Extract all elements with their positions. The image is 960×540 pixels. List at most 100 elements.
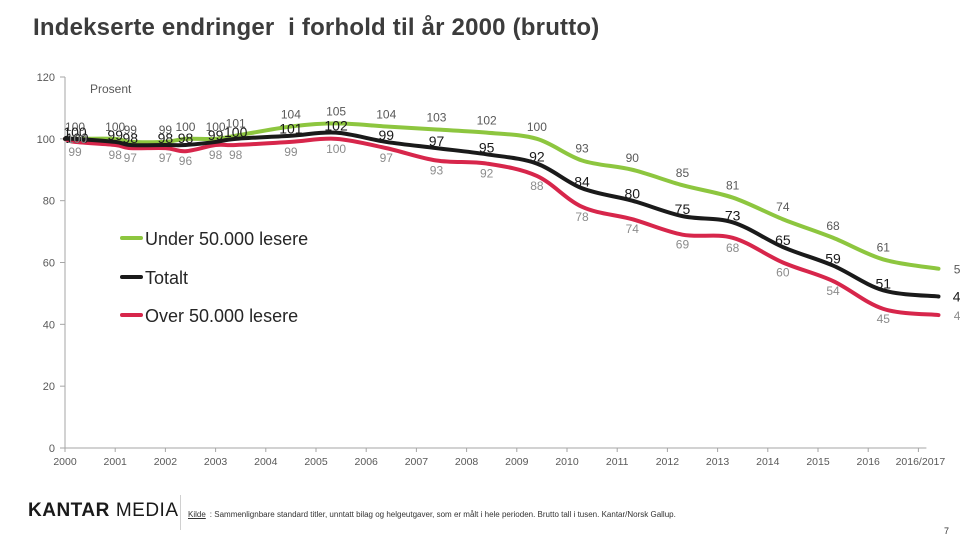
data-label-totalt: 75	[675, 201, 691, 217]
data-label-over-50-000-lesere: 69	[676, 238, 690, 252]
data-label-over-50-000-lesere: 68	[726, 241, 740, 255]
x-tick-label: 2002	[154, 456, 178, 468]
data-label-over-50-000-lesere: 96	[179, 154, 193, 168]
data-label-under-50-000-lesere: 99	[124, 123, 138, 137]
legend-label-over-50-000-lesere: Over 50.000 lesere	[145, 306, 298, 326]
data-label-under-50-000-lesere: 61	[877, 240, 891, 254]
source-note: Kilde: Sammenlignbare standard titler, u…	[188, 509, 748, 520]
data-label-totalt: 95	[479, 139, 495, 155]
data-label-totalt: 99	[107, 127, 123, 143]
line-chart: 0 20 40 60 80 100 120 2000 2001 2002 2003 2004 2005 2…	[37, 72, 960, 468]
y-tick-label: 120	[37, 72, 55, 84]
data-label-totalt: 51	[875, 275, 891, 291]
data-label-over-50-000-lesere: 97	[380, 151, 394, 165]
source-text: : Sammenlignbare standard titler, unntat…	[209, 510, 676, 519]
data-label-under-50-000-lesere: 100	[65, 120, 85, 134]
data-label-totalt: 80	[624, 186, 640, 202]
x-tick-label: 2013	[706, 456, 730, 468]
data-label-under-50-000-lesere: 100	[527, 120, 547, 134]
data-label-totalt: 59	[825, 251, 841, 267]
data-label-over-50-000-lesere: 92	[480, 167, 494, 181]
data-label-over-50-000-lesere: 74	[626, 222, 640, 236]
data-label-under-50-000-lesere: 81	[726, 179, 740, 193]
series-line-under-50-000-lesere	[63, 121, 941, 271]
data-label-under-50-000-lesere: 93	[575, 141, 589, 155]
data-label-totalt: 100	[224, 124, 248, 140]
data-label-under-50-000-lesere: 100	[67, 132, 87, 146]
x-tick-label: 2016	[857, 456, 881, 468]
data-label-under-50-000-lesere: 100	[105, 120, 125, 134]
x-tick-label: 2007	[405, 456, 429, 468]
x-tick-label: 2004	[254, 456, 278, 468]
data-label-totalt: 98	[158, 130, 174, 146]
y-tick-label: 0	[49, 443, 55, 455]
data-label-totalt: 73	[725, 207, 741, 223]
data-label-totalt: 97	[429, 133, 445, 149]
x-tick-label: 2011	[606, 456, 629, 468]
data-label-under-50-000-lesere: 101	[226, 117, 246, 131]
data-label-under-50-000-lesere: 85	[676, 166, 690, 180]
data-label-under-50-000-lesere: 102	[477, 114, 497, 128]
data-label-over-50-000-lesere: 98	[229, 148, 243, 162]
data-label-under-50-000-lesere: 100	[175, 120, 195, 134]
data-label-under-50-000-lesere: 58	[954, 263, 960, 277]
page-number: 7	[944, 526, 950, 536]
data-label-totalt: 102	[324, 118, 348, 134]
logo-kantar-text: KANTAR	[28, 500, 110, 521]
y-tick-label: 100	[37, 134, 55, 146]
data-label-totalt: 99	[208, 127, 224, 143]
data-label-totalt: 92	[529, 149, 545, 165]
data-label-over-50-000-lesere: 100	[67, 132, 87, 146]
y-tick-label: 20	[43, 381, 55, 393]
data-label-over-50-000-lesere: 98	[109, 148, 123, 162]
data-label-totalt: 101	[279, 121, 303, 137]
logo-media-text: MEDIA	[115, 500, 179, 521]
data-label-totalt: 84	[574, 173, 590, 189]
data-label-over-50-000-lesere: 99	[284, 145, 298, 159]
x-tick-label: 2008	[455, 456, 479, 468]
data-label-totalt: 98	[178, 130, 194, 146]
data-label-over-50-000-lesere: 43	[954, 309, 960, 323]
legend-label-totalt: Totalt	[145, 268, 188, 288]
data-label-over-50-000-lesere: 93	[430, 163, 444, 177]
y-tick-label: 40	[43, 319, 55, 331]
data-label-totalt: 99	[378, 127, 394, 143]
x-tick-label: 2000	[53, 456, 77, 468]
data-label-under-50-000-lesere: 100	[206, 120, 226, 134]
y-tick-label: 60	[43, 258, 55, 270]
x-tick-label: 2001	[104, 456, 128, 468]
x-tick-label: 2014	[756, 456, 780, 468]
data-label-totalt: 98	[122, 130, 138, 146]
y-axis-label: Prosent	[90, 82, 132, 96]
x-tick-label: 2015	[806, 456, 830, 468]
data-label-over-50-000-lesere: 45	[877, 312, 891, 326]
data-label-under-50-000-lesere: 74	[776, 200, 790, 214]
x-tick-label: 2016/2017	[896, 456, 946, 468]
data-label-under-50-000-lesere: 103	[426, 111, 446, 125]
series-line-totalt	[63, 130, 941, 299]
data-label-over-50-000-lesere: 88	[530, 179, 544, 193]
data-label-under-50-000-lesere: 90	[626, 151, 640, 165]
data-label-over-50-000-lesere: 100	[326, 142, 346, 156]
x-tick-label: 2009	[505, 456, 529, 468]
x-tick-label: 2006	[355, 456, 379, 468]
data-label-over-50-000-lesere: 54	[826, 284, 840, 298]
legend-label-under-50-000-lesere: Under 50.000 lesere	[145, 229, 308, 249]
data-label-over-50-000-lesere: 99	[68, 145, 82, 159]
data-label-over-50-000-lesere: 97	[124, 151, 138, 165]
source-label: Kilde	[188, 510, 206, 519]
data-label-totalt: 100	[65, 130, 89, 146]
data-label-over-50-000-lesere: 98	[209, 148, 223, 162]
footer-divider	[180, 495, 181, 530]
chart-title: Indekserte endringer i forhold til år 20…	[33, 14, 600, 41]
data-label-under-50-000-lesere: 105	[326, 104, 346, 118]
y-tick-label: 80	[43, 196, 55, 208]
data-label-over-50-000-lesere: 60	[776, 266, 790, 280]
kantar-media-logo: KANTAR MEDIA	[28, 500, 179, 522]
data-label-over-50-000-lesere: 97	[159, 151, 173, 165]
data-label-under-50-000-lesere: 104	[376, 107, 396, 121]
data-label-totalt: 49	[953, 289, 960, 305]
data-label-under-50-000-lesere: 104	[281, 107, 301, 121]
data-label-under-50-000-lesere: 68	[826, 219, 840, 233]
x-tick-label: 2010	[555, 456, 579, 468]
